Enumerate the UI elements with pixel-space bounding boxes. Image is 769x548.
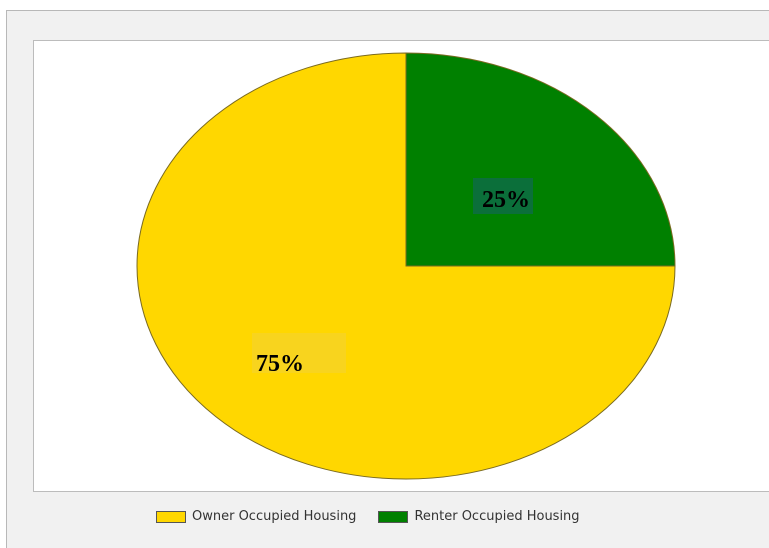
legend-item-renter: Renter Occupied Housing (378, 509, 580, 524)
legend-label-owner: Owner Occupied Housing (192, 509, 357, 524)
label-bg-renter (473, 178, 533, 214)
slice-label-owner: 75% (256, 351, 304, 377)
legend: Owner Occupied Housing Renter Occupied H… (156, 509, 602, 524)
slice-label-renter: 25% (482, 187, 530, 213)
legend-swatch-renter (378, 510, 409, 523)
label-bg-owner (252, 333, 346, 373)
pie-slice-renter (405, 52, 676, 267)
pie-slices (136, 52, 676, 480)
legend-item-owner: Owner Occupied Housing (156, 509, 356, 524)
legend-swatch-owner (156, 510, 186, 523)
legend-label-renter: Renter Occupied Housing (414, 509, 580, 524)
slice-labels: 75% 25% (252, 178, 533, 377)
